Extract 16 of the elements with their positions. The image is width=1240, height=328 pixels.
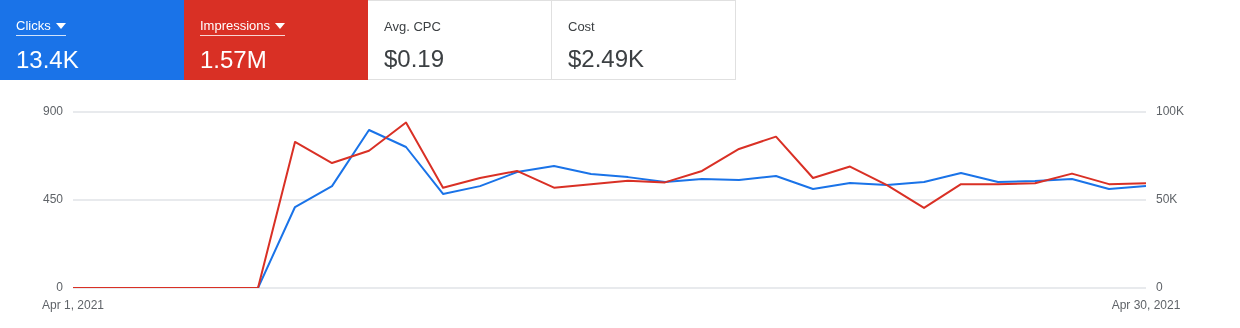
text: Impressions: [200, 18, 271, 33]
text: Avg. CPC: [384, 19, 441, 34]
text: 13.4K: [16, 46, 80, 74]
x-tick-label: Apr 30, 2021: [1111, 297, 1181, 312]
y-tick-label: 450: [42, 192, 64, 207]
y2-tick-label: 0: [1156, 280, 1163, 295]
text: $0.19: [384, 45, 446, 73]
y-tick-label: 900: [42, 104, 64, 119]
y2-tick-label: 50K: [1156, 192, 1178, 207]
text: Cost: [568, 19, 595, 34]
text: $2.49K: [568, 45, 646, 73]
y2-tick-label: 100K: [1156, 104, 1185, 119]
x-tick-label: Apr 1, 2021: [41, 297, 105, 312]
text: Clicks: [16, 18, 51, 33]
y-tick-label: 0: [56, 280, 64, 295]
text: 1.57M: [200, 46, 268, 74]
